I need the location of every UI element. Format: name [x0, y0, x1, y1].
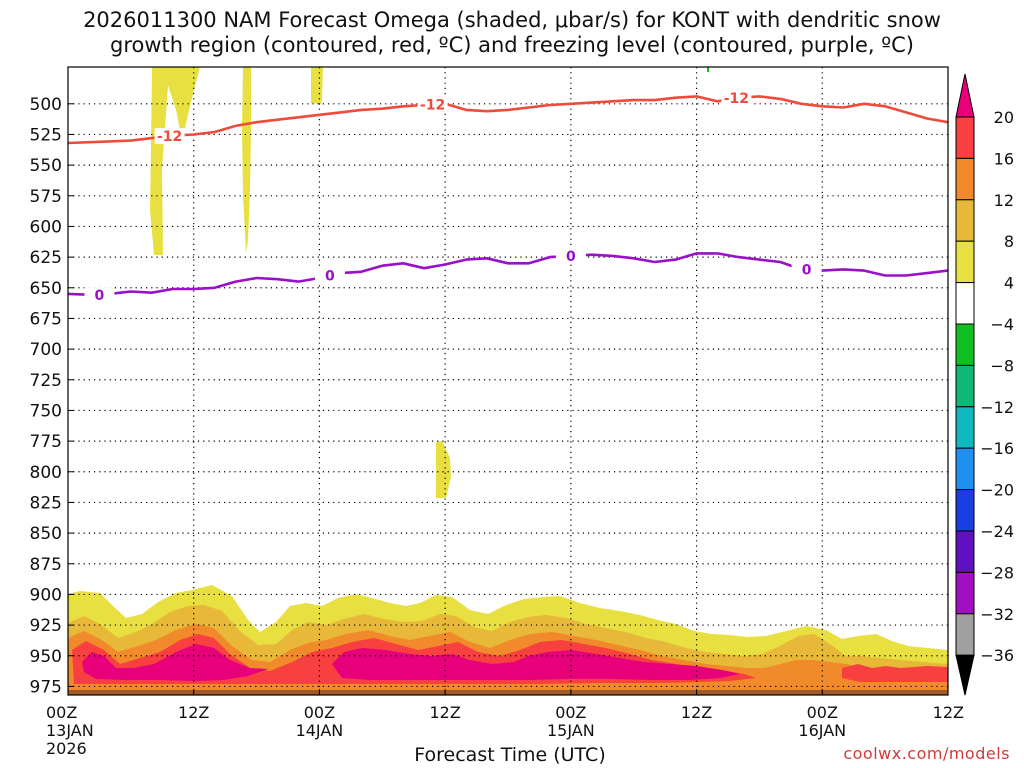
colorbar-swatch [955, 157, 975, 201]
colorbar-swatch [955, 530, 975, 573]
y-tick-label: 975 [30, 677, 62, 697]
colorbar-swatch [955, 282, 975, 325]
colorbar-label: 20 [994, 108, 1014, 127]
contour-label: -12 [724, 91, 749, 107]
colorbar-cap-top [955, 73, 975, 118]
chart-title-line-1: 2026011300 NAM Forecast Omega (shaded, μ… [83, 8, 941, 32]
y-tick-label: 825 [30, 493, 62, 513]
y-tick-label: 650 [30, 279, 62, 299]
plot-frame [67, 66, 949, 696]
omega-shade-gt-20 [82, 644, 268, 681]
contour-label-bg [84, 287, 115, 304]
colorbar-swatch [955, 240, 975, 284]
colorbar-swatch [955, 406, 975, 449]
site-credit: coolwx.com/models [843, 744, 1010, 763]
colorbar-swatch [955, 116, 975, 159]
x-tick-label: 00Z [555, 703, 586, 722]
colorbar-swatch [955, 613, 975, 656]
omega-colorbar: 20 16 12 8 4 −4 −8 −12 −16 −20 −24 −28 −32 −36 [955, 73, 1014, 696]
colorbar-label: −4 [990, 315, 1014, 334]
y-tick-label: 550 [30, 156, 62, 176]
colorbar-swatch [955, 199, 975, 242]
y-tick-label: 525 [30, 125, 62, 145]
y-tick-label: 625 [30, 248, 62, 268]
x-tick-date: 16JAN [798, 721, 846, 740]
y-tick-label: 700 [30, 340, 62, 360]
omega-shade-4-8 [436, 441, 451, 498]
omega-shade-16-20 [842, 664, 948, 682]
x-tick-label: 12Z [933, 703, 964, 722]
contour-label-bg [555, 247, 586, 264]
contour-label: -12 [157, 129, 182, 145]
y-tick-label: 675 [30, 309, 62, 329]
colorbar-label: −28 [980, 563, 1014, 582]
colorbar-label: −12 [980, 398, 1014, 417]
contour-labels: -12 -12 -12 0 0 0 0 [84, 90, 822, 304]
contour-label: 0 [566, 249, 576, 265]
x-tick-date: 13JAN [46, 721, 94, 740]
x-tick-label: 00Z [304, 703, 335, 722]
y-tick-label: 900 [30, 585, 62, 605]
contour-label: 0 [325, 269, 335, 285]
colorbar-label: −36 [980, 646, 1014, 665]
x-tick-label: 00Z [807, 703, 838, 722]
y-tick-label: 575 [30, 187, 62, 207]
colorbar-label: −8 [990, 356, 1014, 375]
colorbar-swatch [955, 489, 975, 532]
colorbar-cap-bottom [955, 654, 975, 696]
chart-title-line-2: growth region (contoured, red, ºC) and f… [110, 33, 914, 57]
x-tick-year: 2026 [46, 739, 87, 758]
contour-label-bg [791, 261, 822, 278]
y-tick-label: 775 [30, 432, 62, 452]
omega-shade-gt-20 [332, 648, 740, 680]
x-tick-label: 00Z [46, 703, 77, 722]
y-tick-label: 850 [30, 524, 62, 544]
colorbar-label: 12 [994, 191, 1014, 210]
omega-shade-4-8 [311, 67, 323, 104]
contour-label-bg [154, 128, 185, 145]
y-tick-label: 600 [30, 217, 62, 237]
colorbar-label: 4 [1004, 274, 1014, 293]
y-tick-label: 875 [30, 555, 62, 575]
y-tick-label: 725 [30, 371, 62, 391]
colorbar-label: 16 [994, 149, 1014, 168]
contour-label-bg [417, 96, 448, 113]
contour-label-bg [314, 267, 345, 284]
x-tick-date: 15JAN [547, 721, 595, 740]
omega-shade-4-8 [150, 67, 200, 255]
omega-shading [68, 67, 948, 695]
colorbar-swatch [955, 323, 975, 366]
colorbar-swatch [955, 364, 975, 408]
y-tick-label: 800 [30, 463, 62, 483]
y-tick-label: 925 [30, 616, 62, 636]
contour-label: 0 [802, 263, 812, 279]
pressure-axis: 500 525 550 575 600 625 650 675 700 725 750 775 800 8… [30, 95, 74, 697]
x-tick-label: 12Z [429, 703, 460, 722]
y-tick-label: 950 [30, 647, 62, 667]
colorbar-swatch [955, 571, 975, 615]
y-tick-label: 500 [30, 95, 62, 115]
colorbar-label: −32 [980, 605, 1014, 624]
x-tick-date: 14JAN [296, 721, 344, 740]
colorbar-swatch [955, 447, 975, 491]
colorbar-label: −24 [980, 522, 1014, 541]
omega-shade-4-8 [242, 67, 251, 253]
colorbar-label: −16 [980, 439, 1014, 458]
contour-label: 0 [95, 288, 105, 304]
x-axis-title: Forecast Time (UTC) [414, 744, 606, 766]
x-tick-label: 12Z [681, 703, 712, 722]
contour-label-bg [721, 90, 752, 107]
omega-shade-minus-4 [707, 67, 709, 72]
contour-line-dendritic-growth [68, 95, 948, 145]
colorbar-label: −20 [980, 481, 1014, 500]
colorbar-label: 8 [1004, 232, 1014, 251]
y-tick-label: 750 [30, 401, 62, 421]
grid-lines [68, 67, 948, 695]
contour-label: -12 [420, 98, 445, 114]
x-tick-label: 12Z [178, 703, 209, 722]
